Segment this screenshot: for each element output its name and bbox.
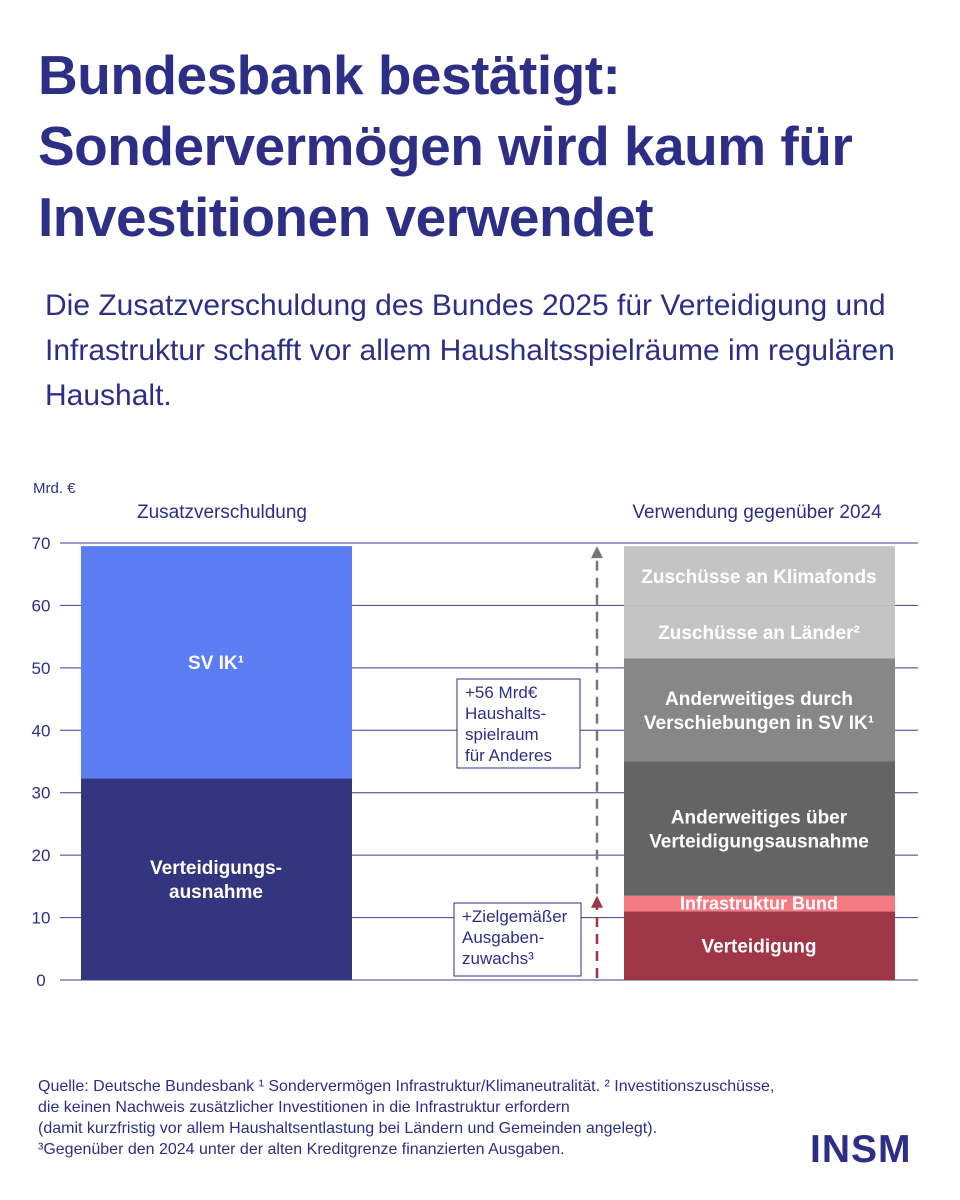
bar-segment [624, 761, 895, 896]
y-tick-label: 0 [36, 971, 45, 990]
unit-label: Mrd. € [33, 480, 76, 497]
y-tick-label: 50 [32, 659, 51, 678]
y-tick-label: 60 [32, 596, 51, 615]
bar-segment [624, 911, 895, 980]
bar-segment [624, 546, 895, 606]
bar-segment [81, 778, 352, 980]
annotation-arrowhead [591, 895, 603, 908]
y-tick-label: 10 [32, 909, 51, 928]
segment-label: Verteidigung [701, 937, 816, 958]
page-title: Bundesbank bestätigt: Sondervermögen wir… [38, 44, 853, 248]
annotation-box [456, 678, 581, 769]
segment-label: Zuschüsse an Länder² [658, 623, 860, 644]
segment-label: Anderweitiges durch Verschiebungen in SV … [644, 689, 874, 734]
annotation-text: +Zielgemäßer Ausgaben-zuwachs³ [462, 907, 568, 968]
segment-label: Verteidigungs-ausnahme [150, 858, 282, 903]
column-header: Verwendung gegenüber 2024 [632, 502, 882, 523]
insm-logo: INSM [810, 1128, 912, 1171]
page-subtitle: Die Zusatzverschuldung des Bundes 2025 f… [45, 289, 895, 412]
source-footnote: Quelle: Deutsche Bundesbank ¹ Sonderverm… [38, 1076, 798, 1160]
column-header: Zusatzverschuldung [137, 502, 307, 523]
annotation-text: +56 Mrd€ Haushalts-spielraum für Anderes [465, 683, 552, 765]
bar-segment [624, 658, 895, 762]
annotation-box [453, 902, 582, 977]
stacked-bar-chart: Mrd. € 0 10 20 30 40 50 60 70 Zusatzverschuldung V… [32, 480, 918, 990]
y-tick-label: 30 [32, 784, 51, 803]
bar-segment [624, 605, 895, 659]
y-tick-label: 70 [32, 534, 51, 553]
segment-label: SV IK¹ [188, 653, 244, 674]
footnote-line: (damit kurzfristig vor allem Haushaltsen… [38, 1120, 658, 1137]
segment-label: Anderweitiges über Verteidigungsausnahme [649, 808, 869, 853]
y-tick-label: 20 [32, 846, 51, 865]
y-tick-label: 40 [32, 721, 51, 740]
segment-label: Zuschüsse an Klimafonds [641, 567, 876, 588]
annotation-arrowhead [591, 546, 603, 559]
bar-segment [81, 546, 352, 779]
footnote-line: Quelle: Deutsche Bundesbank ¹ Sonderverm… [38, 1078, 775, 1095]
segment-label: Infrastruktur Bund [680, 894, 838, 914]
footnote-line: ³Gegenüber den 2024 unter der alten Kred… [38, 1141, 565, 1158]
bar-segment [624, 895, 895, 912]
footnote-line: die keinen Nachweis zusätzlicher Investi… [38, 1099, 570, 1116]
